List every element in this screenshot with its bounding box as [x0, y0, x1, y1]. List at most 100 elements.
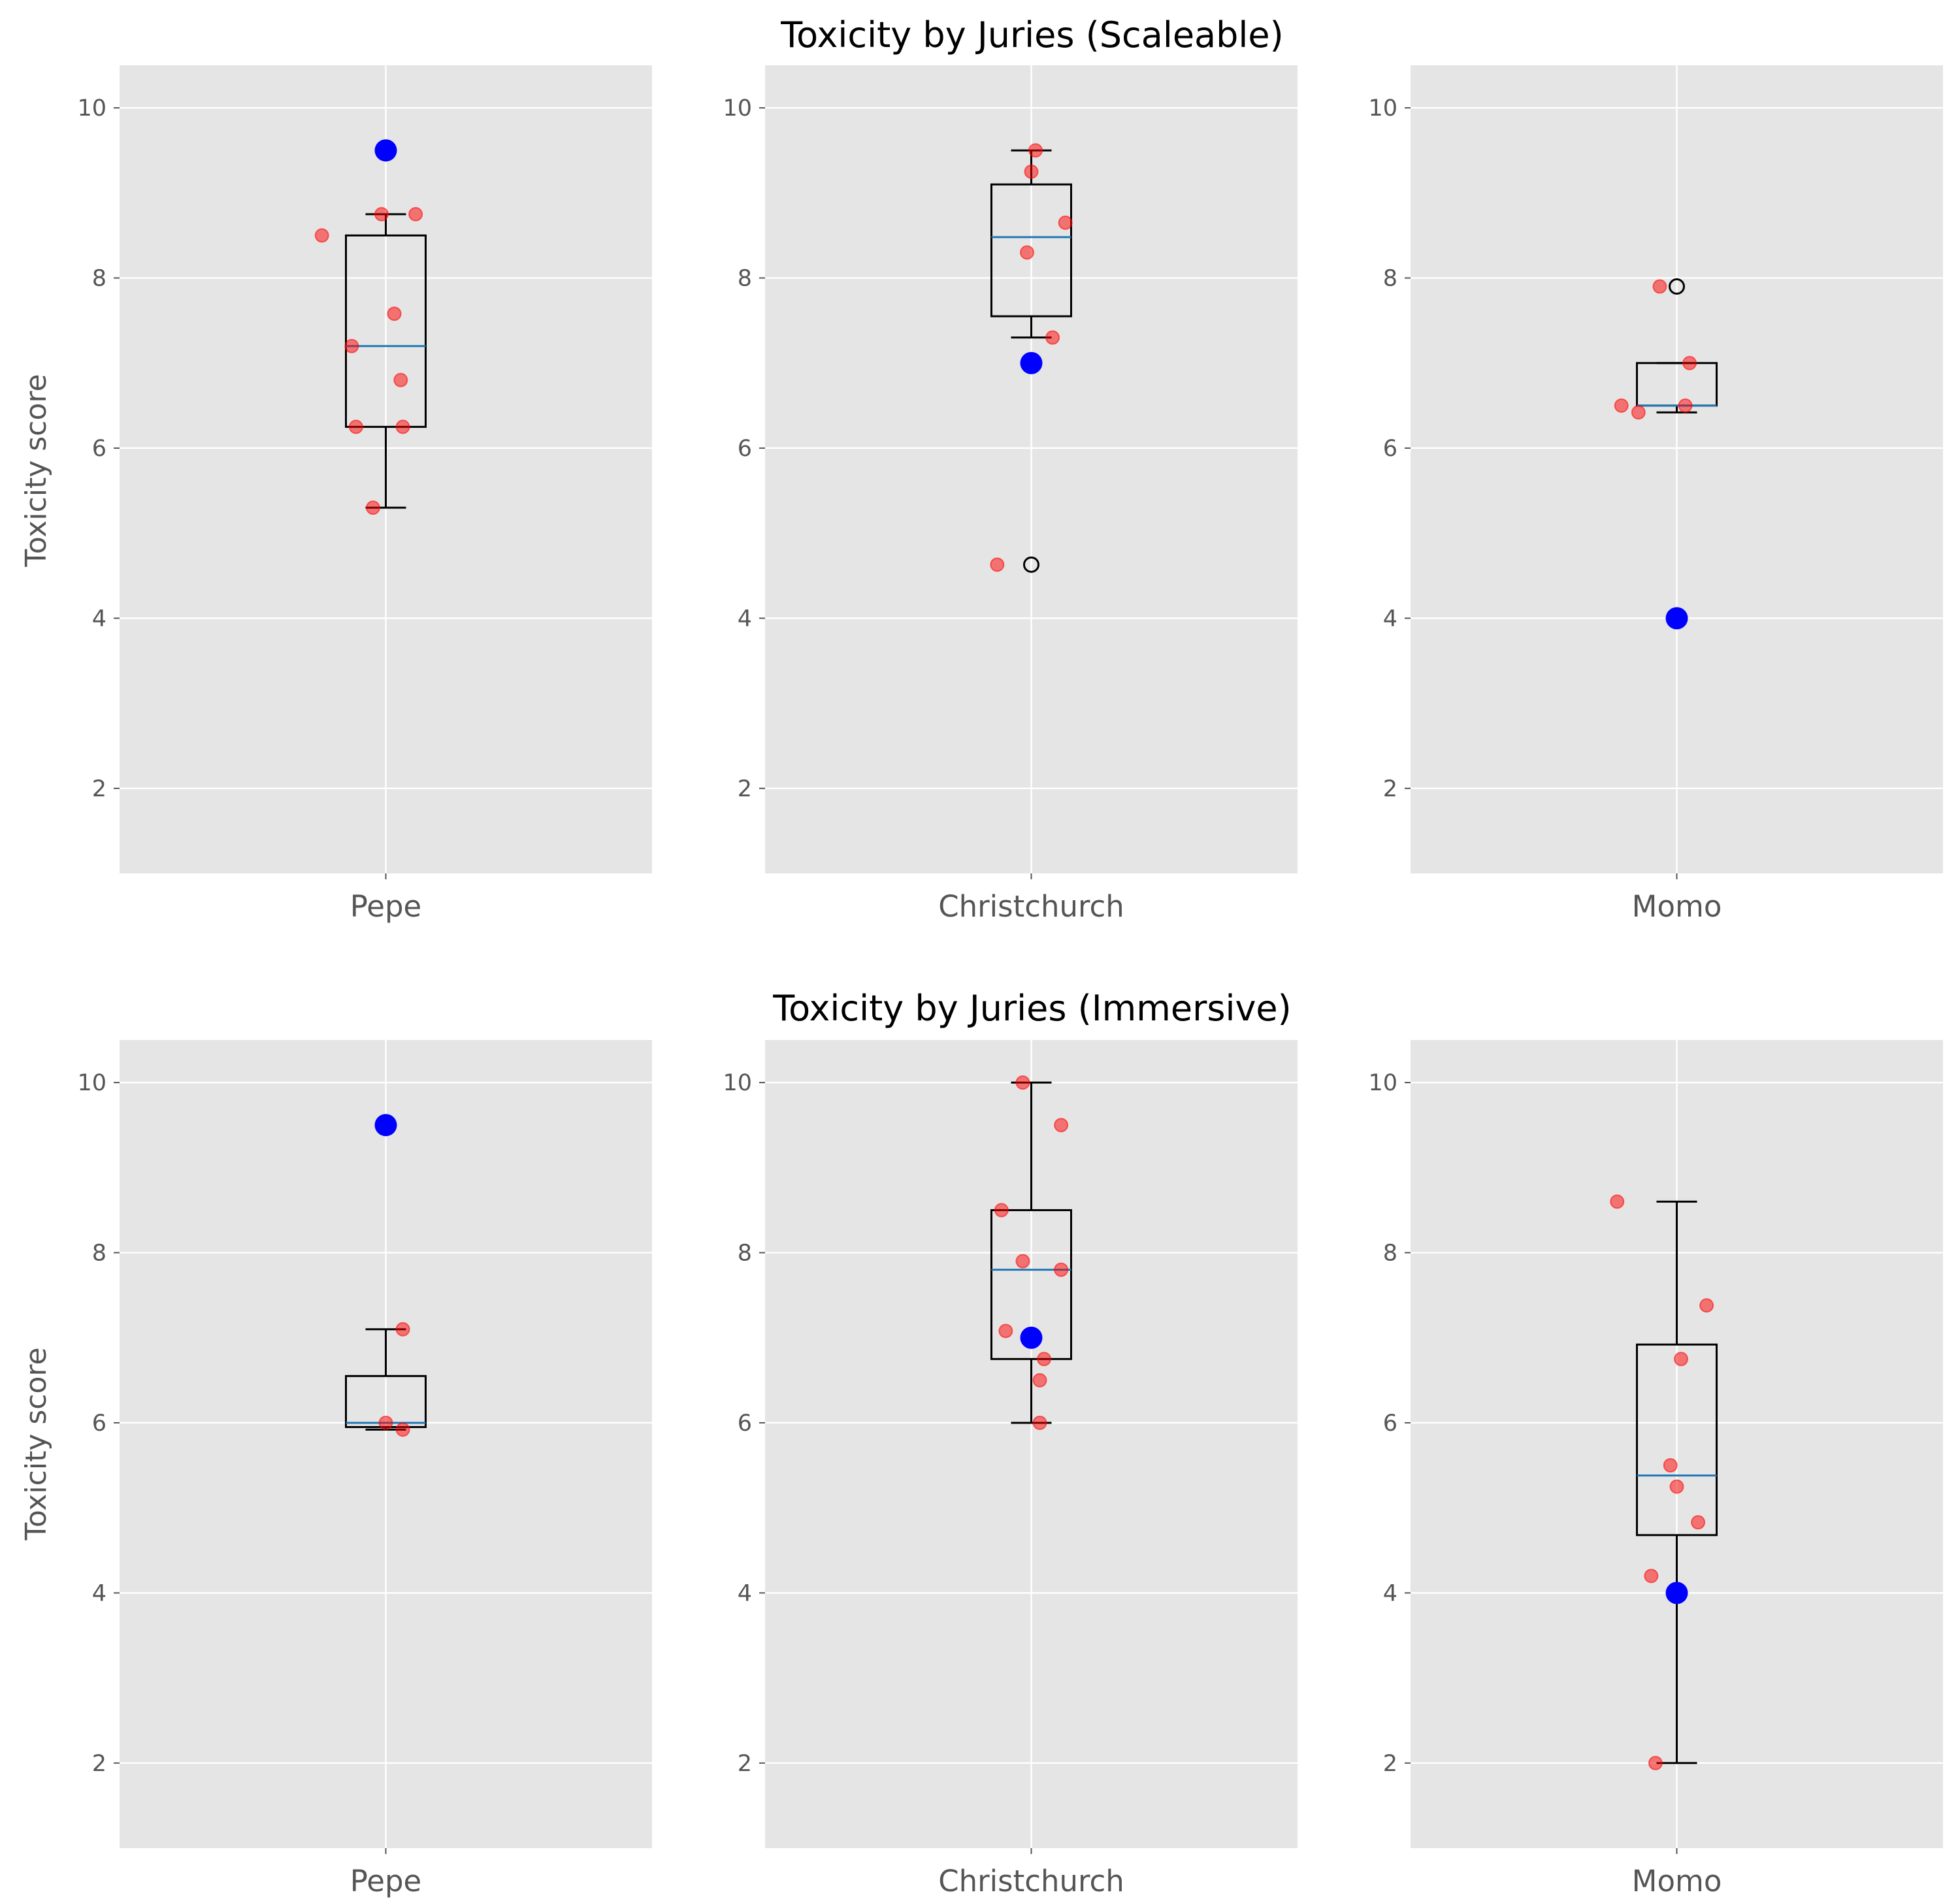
y-tick-label: 6	[92, 436, 106, 462]
panel-5: 2 4 6 8 10 Christchurch	[723, 1040, 1298, 1898]
jitter-point	[1054, 1262, 1069, 1277]
y-tick-label: 2	[92, 1751, 106, 1777]
box-iqr	[990, 1209, 1072, 1360]
highlight-point	[1020, 1326, 1043, 1349]
y-tick-label: 10	[1368, 1070, 1397, 1096]
y-tick-label: 8	[1383, 1241, 1397, 1267]
y-tick-label: 4	[92, 606, 106, 632]
y-tick-label: 4	[738, 1580, 752, 1606]
row-title-scaleable: Toxicity by Juries (Scaleable)	[780, 14, 1283, 56]
y-tick-label: 2	[1383, 776, 1397, 802]
jitter-point	[994, 1203, 1009, 1218]
jitter-point	[1032, 1415, 1047, 1430]
y-tick-label: 10	[723, 1070, 752, 1096]
y-tick-label: 10	[723, 95, 752, 122]
jitter-point	[374, 206, 389, 221]
box-iqr	[345, 234, 427, 428]
y-tick-label: 4	[1383, 1580, 1397, 1606]
panel-1: 2 4 6 8 10 Pepe	[77, 65, 652, 924]
jitter-point	[1674, 1352, 1689, 1367]
y-tick-label: 8	[92, 266, 106, 292]
highlight-point	[1665, 1582, 1688, 1604]
jitter-point	[1644, 1569, 1659, 1584]
category-label: Christchurch	[938, 1864, 1124, 1898]
y-tick-label: 2	[1383, 1751, 1397, 1777]
jitter-point	[990, 557, 1005, 572]
row-title-immersive: Toxicity by Juries (Immersive)	[772, 988, 1291, 1029]
y-tick-label: 4	[1383, 606, 1397, 632]
jitter-point	[395, 1322, 410, 1337]
y-tick-label: 8	[738, 1241, 752, 1267]
category-label: Momo	[1632, 1864, 1722, 1898]
y-tick-label: 2	[92, 776, 106, 802]
jitter-point	[1669, 1479, 1684, 1494]
jitter-point	[395, 1422, 410, 1437]
category-label: Christchurch	[938, 889, 1124, 924]
box-iqr	[1636, 1343, 1718, 1537]
jitter-point	[1678, 398, 1693, 413]
category-label: Momo	[1632, 889, 1722, 924]
jitter-point	[378, 1415, 393, 1430]
highlight-point	[1665, 607, 1688, 630]
outlier-point	[1669, 278, 1685, 295]
y-tick-label: 10	[77, 1070, 106, 1096]
jitter-point	[387, 306, 402, 321]
jitter-point	[314, 228, 329, 243]
jitter-point	[1610, 1194, 1625, 1209]
jitter-point	[1054, 1118, 1069, 1133]
panels: 2 4 6 8 10 Pepe 2 4 6 8 10 Christchurch 2 4 6 8 10 Momo 2 4…	[77, 65, 1943, 1898]
y-tick-label: 6	[738, 1410, 752, 1437]
jitter-point	[1652, 279, 1667, 294]
jitter-point	[395, 419, 410, 434]
y-tick-label: 4	[738, 606, 752, 632]
jitter-point	[1699, 1298, 1714, 1313]
outlier-point	[1023, 556, 1039, 573]
jitter-point	[1648, 1755, 1663, 1770]
y-tick-label: 8	[1383, 266, 1397, 292]
jitter-point	[1631, 405, 1646, 420]
jitter-point	[365, 500, 380, 515]
jitter-point	[1045, 330, 1060, 345]
jitter-point	[1015, 1254, 1030, 1269]
jitter-point	[1691, 1515, 1706, 1530]
jitter-point	[1015, 1075, 1030, 1090]
y-tick-label: 6	[92, 1410, 106, 1437]
panel-4: 2 4 6 8 10 Pepe	[77, 1040, 652, 1898]
y-tick-label: 6	[1383, 1410, 1397, 1437]
jitter-point	[1028, 143, 1043, 158]
highlight-point	[374, 1114, 397, 1137]
jitter-point	[1019, 245, 1034, 260]
jitter-point	[998, 1324, 1013, 1339]
y-tick-label: 4	[92, 1580, 106, 1606]
jitter-point	[408, 206, 423, 221]
y-tick-label: 2	[738, 776, 752, 802]
highlight-point	[374, 139, 397, 162]
jitter-point	[1037, 1352, 1052, 1367]
panel-6: 2 4 6 8 10 Momo	[1368, 1040, 1943, 1898]
jitter-point	[1058, 215, 1073, 230]
panel-3: 2 4 6 8 10 Momo	[1368, 65, 1943, 924]
y-axis-label-bottom: Toxicity score	[20, 1347, 53, 1540]
y-tick-label: 10	[1368, 95, 1397, 122]
category-label: Pepe	[350, 1864, 421, 1898]
y-tick-label: 8	[92, 1241, 106, 1267]
y-tick-label: 2	[738, 1751, 752, 1777]
highlight-point	[1020, 351, 1043, 374]
y-tick-label: 10	[77, 95, 106, 122]
panel-2: 2 4 6 8 10 Christchurch	[723, 65, 1298, 924]
jitter-point	[1663, 1458, 1678, 1473]
y-axis-label-top: Toxicity score	[20, 374, 53, 567]
jitter-point	[1614, 398, 1629, 413]
jitter-point	[344, 338, 359, 353]
jitter-point	[348, 419, 363, 434]
jitter-point	[393, 372, 408, 387]
y-tick-label: 6	[1383, 436, 1397, 462]
box-iqr	[990, 183, 1072, 317]
jitter-point	[1682, 355, 1697, 370]
y-tick-label: 6	[738, 436, 752, 462]
category-label: Pepe	[350, 889, 421, 924]
jitter-point	[1032, 1373, 1047, 1388]
y-tick-label: 8	[738, 266, 752, 292]
jitter-point	[1024, 164, 1039, 179]
